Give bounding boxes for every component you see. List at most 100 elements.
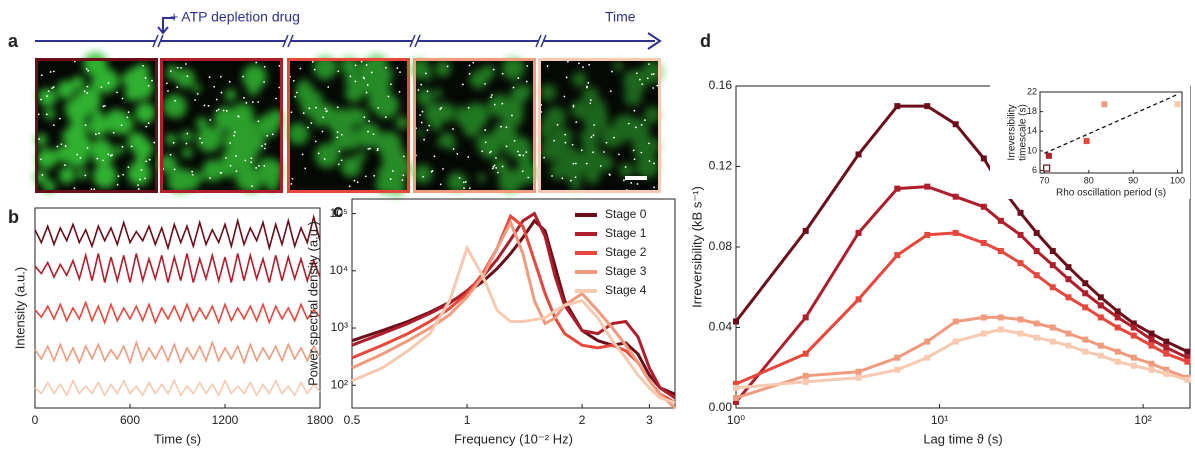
timeline-break — [157, 34, 164, 48]
particle — [38, 138, 41, 140]
particle — [271, 133, 274, 136]
signal-blob — [236, 116, 258, 138]
x-tick-label: 80 — [1084, 175, 1094, 185]
signal-blob — [544, 106, 567, 129]
signal-blob — [373, 92, 399, 119]
data-point — [952, 338, 959, 345]
data-point — [1184, 376, 1191, 383]
particle — [317, 152, 320, 155]
particle — [51, 87, 54, 90]
signal-blob — [135, 151, 149, 165]
particle — [546, 65, 549, 67]
signal-blob — [577, 150, 604, 177]
particle — [360, 60, 363, 63]
particle — [235, 155, 237, 157]
y-axis-label: Irreversibility — [1007, 104, 1018, 160]
particle — [145, 125, 148, 128]
series-line — [34, 213, 321, 252]
particle — [245, 101, 248, 104]
signal-blob — [44, 108, 56, 120]
particle — [635, 72, 638, 75]
data-point — [855, 229, 862, 236]
particle — [325, 110, 327, 113]
particle — [228, 80, 231, 83]
particle — [387, 95, 390, 98]
particle — [582, 66, 584, 69]
particle — [543, 156, 546, 159]
particle — [301, 153, 304, 156]
particle — [194, 99, 196, 102]
particle — [147, 84, 150, 87]
signal-blob — [507, 102, 518, 113]
particle — [505, 145, 508, 148]
particle — [275, 97, 278, 100]
signal-blob — [582, 86, 600, 104]
particle — [292, 79, 295, 82]
particle — [153, 141, 156, 144]
data-point — [1163, 366, 1170, 373]
particle — [648, 63, 651, 66]
particle — [384, 116, 387, 118]
particle — [53, 70, 55, 73]
signal-blob — [486, 132, 502, 148]
x-tick-label: 10² — [1134, 413, 1151, 427]
particle — [45, 113, 48, 116]
signal-blob — [477, 173, 486, 183]
y-tick-label: 10⁴ — [329, 263, 348, 277]
series-line — [34, 378, 321, 398]
particle — [439, 183, 442, 186]
data-point — [1148, 366, 1155, 373]
particle — [174, 99, 176, 102]
signal-blob — [242, 72, 257, 87]
particle — [291, 177, 294, 180]
particle — [348, 185, 351, 188]
legend-label: Stage 2 — [605, 245, 647, 259]
panel-label: b — [8, 207, 19, 227]
particle — [367, 130, 369, 133]
particle — [263, 147, 266, 150]
particle — [367, 148, 370, 150]
x-tick-label: 3 — [646, 413, 653, 427]
particle — [446, 65, 449, 68]
particle — [337, 163, 340, 166]
data-point — [1114, 348, 1121, 355]
data-point — [952, 229, 959, 236]
data-point — [1082, 336, 1089, 343]
particle — [242, 75, 244, 78]
particle — [385, 66, 387, 69]
signal-blob — [571, 71, 588, 87]
particle — [337, 70, 340, 73]
particle — [564, 133, 567, 136]
signal-blob — [643, 106, 661, 124]
data-point — [980, 203, 987, 210]
signal-blob — [356, 151, 367, 161]
data-point — [1130, 354, 1137, 361]
particle — [640, 124, 643, 126]
signal-blob — [539, 126, 553, 139]
data-point — [1130, 362, 1137, 369]
particle — [376, 147, 379, 150]
particle — [580, 149, 583, 152]
signal-blob — [83, 52, 108, 77]
particle — [278, 86, 281, 89]
y-tick-label: 10² — [331, 377, 348, 391]
data-point — [1033, 229, 1040, 236]
particle — [151, 79, 153, 82]
series-line — [351, 244, 676, 404]
particle — [102, 159, 105, 162]
particle — [321, 130, 324, 133]
particle — [468, 73, 471, 75]
particle — [468, 64, 471, 67]
particle — [390, 83, 392, 86]
data-point — [894, 252, 901, 259]
particle — [488, 151, 491, 154]
particle — [186, 75, 189, 78]
data-point — [924, 183, 931, 190]
particle — [93, 188, 96, 191]
particle — [484, 141, 487, 144]
particle — [126, 116, 129, 119]
particle — [370, 71, 373, 74]
particle — [169, 153, 172, 156]
signal-blob — [202, 159, 225, 182]
signal-blob — [361, 71, 386, 96]
